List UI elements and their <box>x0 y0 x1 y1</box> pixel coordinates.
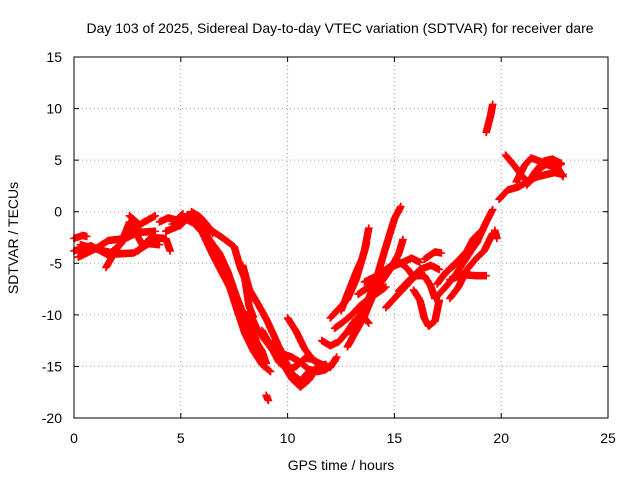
x-tick-label: 5 <box>177 430 185 446</box>
data-track <box>446 270 490 284</box>
data-track <box>262 391 273 405</box>
data-track <box>433 237 482 288</box>
x-tick-label: 10 <box>280 430 296 446</box>
plus-markers <box>409 286 444 330</box>
plus-markers <box>262 391 273 405</box>
x-tick-label: 0 <box>70 430 78 446</box>
plus-markers <box>394 261 444 295</box>
data-track <box>482 100 497 137</box>
x-tick-label: 15 <box>387 430 403 446</box>
plus-markers <box>482 100 497 137</box>
data-track <box>523 155 565 189</box>
plus-markers <box>491 226 501 243</box>
plot-frame <box>73 56 609 419</box>
plus-markers <box>125 212 144 229</box>
data-points <box>70 100 567 405</box>
plus-markers <box>134 233 174 255</box>
plus-markers <box>360 257 418 286</box>
plus-markers <box>420 248 446 263</box>
plus-markers <box>433 237 482 288</box>
data-track <box>283 314 341 372</box>
data-track <box>134 233 174 255</box>
data-track <box>155 210 187 226</box>
y-tick-label: -5 <box>50 255 63 271</box>
plus-markers <box>183 211 268 371</box>
x-axis-title: GPS time / hours <box>288 457 395 473</box>
plus-markers <box>523 155 565 189</box>
plus-markers <box>283 314 341 372</box>
data-track <box>187 207 217 238</box>
x-tick-label: 20 <box>493 430 509 446</box>
y-tick-label: 10 <box>46 101 62 117</box>
plus-markers <box>337 238 371 315</box>
y-tick-labels: -20 -15 -10 -5 0 5 10 15 <box>42 49 62 426</box>
data-track <box>183 211 268 371</box>
y-axis-title: SDTVAR / TECUs <box>5 182 21 294</box>
data-track <box>420 248 446 263</box>
data-track <box>125 212 144 229</box>
chart-title: Day 103 of 2025, Sidereal Day-to-day VTE… <box>86 20 593 36</box>
plus-markers <box>187 207 217 238</box>
plus-markers <box>446 270 490 284</box>
y-tick-label: 5 <box>54 152 62 168</box>
data-track <box>337 238 371 315</box>
axis-ticks <box>73 56 609 419</box>
x-tick-labels: 0 5 10 15 20 25 <box>70 430 616 446</box>
y-tick-label: -15 <box>42 358 62 374</box>
data-track <box>360 257 418 286</box>
plus-markers <box>155 210 187 226</box>
data-track <box>491 226 501 243</box>
data-track <box>394 261 444 295</box>
x-tick-label: 25 <box>600 430 616 446</box>
y-tick-label: 0 <box>54 204 62 220</box>
y-tick-label: 15 <box>46 49 62 65</box>
y-tick-label: -20 <box>42 410 62 426</box>
data-track <box>409 286 444 330</box>
y-tick-label: -10 <box>42 307 62 323</box>
grid-lines <box>74 57 608 418</box>
